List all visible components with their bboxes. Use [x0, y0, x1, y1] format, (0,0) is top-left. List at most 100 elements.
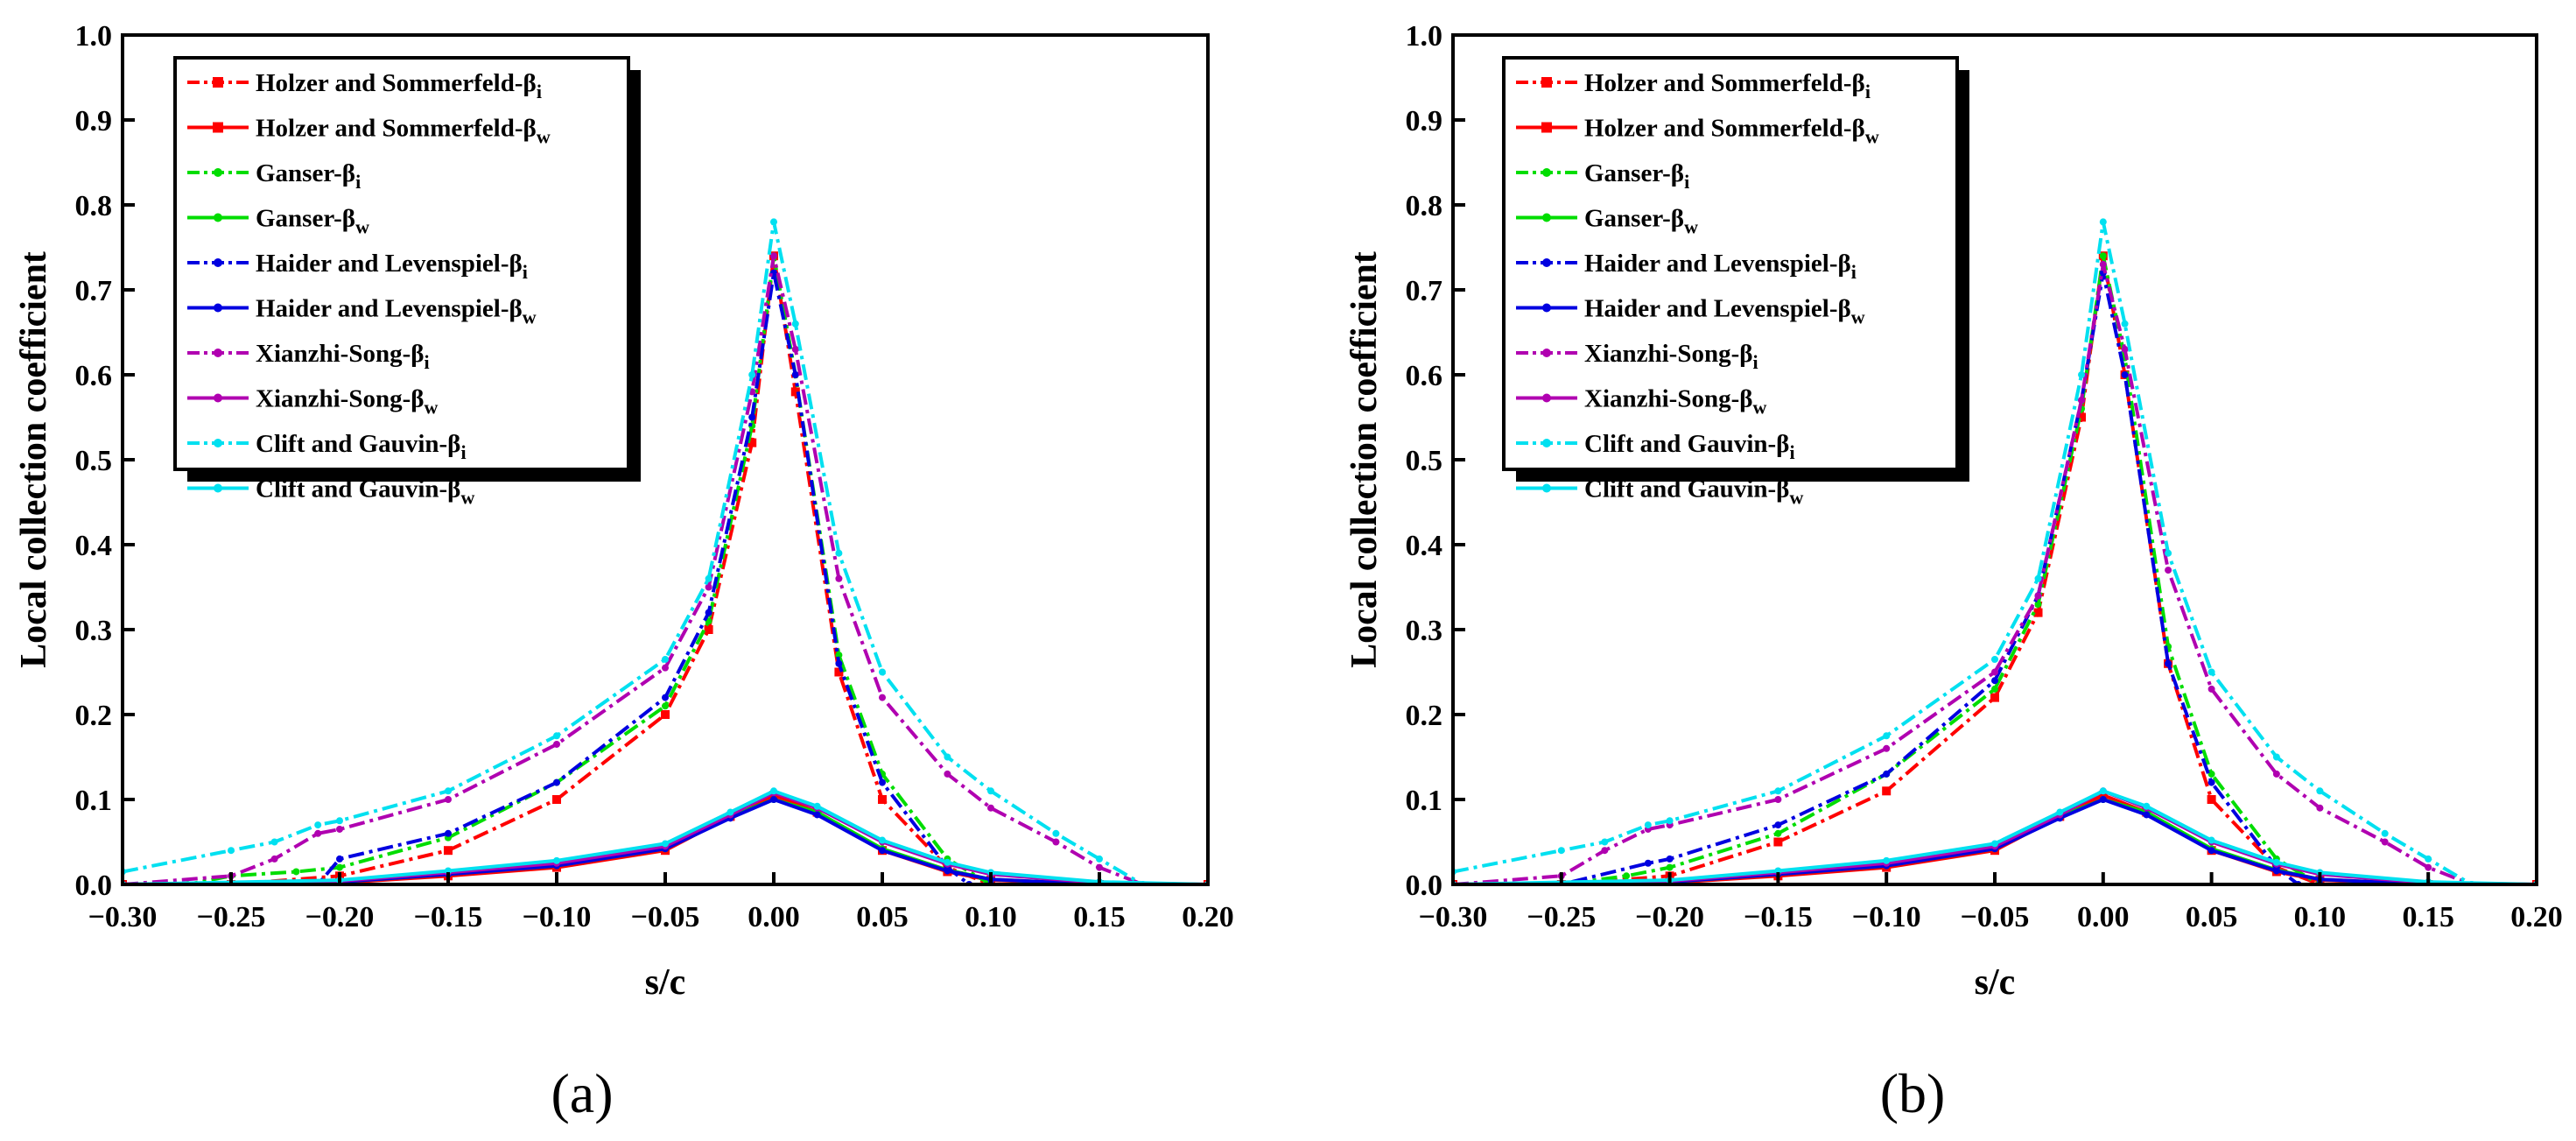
series-4-point	[445, 829, 452, 837]
series-0-point	[790, 387, 800, 397]
legend-label-subscript: w	[425, 397, 439, 419]
series-9-point	[813, 802, 821, 810]
y-tick-label: 0.6	[75, 360, 113, 392]
series-6-point	[2034, 592, 2042, 600]
series-6-point	[2381, 838, 2389, 846]
series-8-point	[2425, 855, 2432, 863]
legend-marker	[214, 303, 222, 313]
series-0-point	[2207, 795, 2216, 804]
y-tick-label: 0.3	[75, 615, 113, 647]
series-8-point	[987, 787, 994, 795]
y-tick-label: 0.8	[75, 190, 113, 222]
y-tick-label: 0.1	[1406, 785, 1443, 817]
series-6-point	[1883, 744, 1891, 752]
y-tick-label: 0.7	[75, 275, 113, 307]
series-6-point	[2078, 397, 2086, 405]
legend-label-subscript: i	[1851, 261, 1857, 283]
legend-marker	[213, 77, 223, 88]
series-0-point	[2077, 412, 2087, 422]
series-4-point	[2207, 778, 2215, 786]
series-5-point	[2272, 867, 2280, 875]
series-4-point	[1774, 821, 1782, 829]
series-8-point	[2099, 218, 2107, 226]
x-tick-label: 0.05	[2186, 901, 2238, 933]
series-0-point	[661, 710, 670, 719]
series-6-point	[662, 664, 669, 672]
series-0-point	[704, 625, 713, 634]
series-8-point	[270, 838, 278, 846]
series-8-point	[1774, 787, 1782, 795]
legend-marker	[1541, 77, 1552, 88]
series-5-point	[944, 867, 951, 875]
legend-label-subscript: w	[460, 487, 474, 509]
series-6-point	[2165, 567, 2172, 574]
legend-label-text: Holzer and Sommerfeld-β	[256, 115, 537, 143]
series-0-point	[748, 438, 757, 447]
series-0-point	[834, 667, 844, 677]
series-1-point	[2098, 791, 2108, 800]
y-tick-label: 0.7	[1406, 275, 1443, 307]
legend-marker	[214, 393, 222, 403]
series-8-point	[705, 574, 712, 582]
legend-label-6: Xianzhi-Song-βi	[256, 340, 430, 373]
series-8-point	[336, 817, 343, 825]
series-0-point	[1773, 837, 1783, 847]
series-6-point	[944, 770, 951, 778]
series-8-point	[1557, 847, 1565, 855]
series-5-point	[2207, 847, 2215, 855]
series-9-point	[1883, 856, 1891, 864]
series-6-point	[2272, 770, 2280, 778]
y-tick-label: 0.9	[75, 105, 113, 137]
series-2-point	[1623, 872, 1631, 880]
series-2-point	[2207, 770, 2215, 778]
y-axis-title: Local collection coefficient	[14, 251, 54, 668]
legend-marker	[1542, 258, 1551, 267]
series-6-point	[879, 694, 886, 701]
series-4-point	[2165, 659, 2172, 667]
x-tick-label: −0.15	[414, 901, 483, 933]
series-0-point	[878, 795, 887, 804]
legend-marker	[1542, 213, 1551, 222]
series-4-point	[791, 371, 799, 378]
legend-label-subscript: w	[1684, 216, 1698, 238]
y-tick-label: 0.4	[75, 530, 113, 562]
series-0-point	[2033, 608, 2043, 617]
legend-label-4: Haider and Levenspiel-βi	[256, 250, 528, 283]
series-9-point	[662, 840, 669, 848]
series-5-point	[2099, 796, 2107, 803]
legend-label-subscript: w	[1865, 126, 1879, 148]
series-9-point	[726, 808, 734, 816]
y-tick-label: 0.4	[1406, 530, 1443, 562]
series-4-point	[336, 855, 343, 863]
series-9-point	[944, 858, 951, 866]
x-tick-label: −0.15	[1744, 901, 1813, 933]
series-8-point	[2121, 320, 2129, 328]
legend-label-5: Haider and Levenspiel-βw	[256, 295, 537, 328]
series-9-point	[2099, 787, 2107, 795]
legend-label-subscript: i	[460, 441, 466, 463]
series-8-point	[2381, 829, 2389, 837]
y-tick-label: 1.0	[1406, 20, 1443, 53]
x-axis-title: s/c	[645, 962, 686, 1003]
series-4-point	[1666, 855, 1674, 863]
series-line-8	[1453, 220, 2537, 884]
x-tick-label: −0.10	[1852, 901, 1921, 933]
x-tick-label: −0.25	[1527, 901, 1596, 933]
series-4-point	[1883, 770, 1891, 778]
legend-marker	[1542, 483, 1551, 493]
series-8-point	[2316, 787, 2324, 795]
x-tick-label: 0.20	[2510, 901, 2563, 933]
series-line-6	[123, 254, 1208, 884]
series-8-point	[1991, 655, 1998, 663]
legend-label-text: Xianzhi-Song-β	[1584, 340, 1753, 368]
legend-label-subscript: i	[523, 261, 528, 283]
legend-label-subscript: i	[425, 351, 430, 373]
series-6-point	[791, 345, 799, 353]
legend-label-1: Holzer and Sommerfeld-βw	[1584, 115, 1879, 148]
legend-label-subscript: w	[537, 126, 551, 148]
series-line-6	[1453, 262, 2537, 884]
chart-panel-a: −0.30 −0.25 −0.20 −0.15 −0.10 −0.05 0.00 0.05 0.…	[14, 20, 1234, 1124]
series-2-point	[1991, 685, 1998, 693]
series-8-point	[2207, 668, 2215, 676]
series-4-point	[879, 778, 886, 786]
